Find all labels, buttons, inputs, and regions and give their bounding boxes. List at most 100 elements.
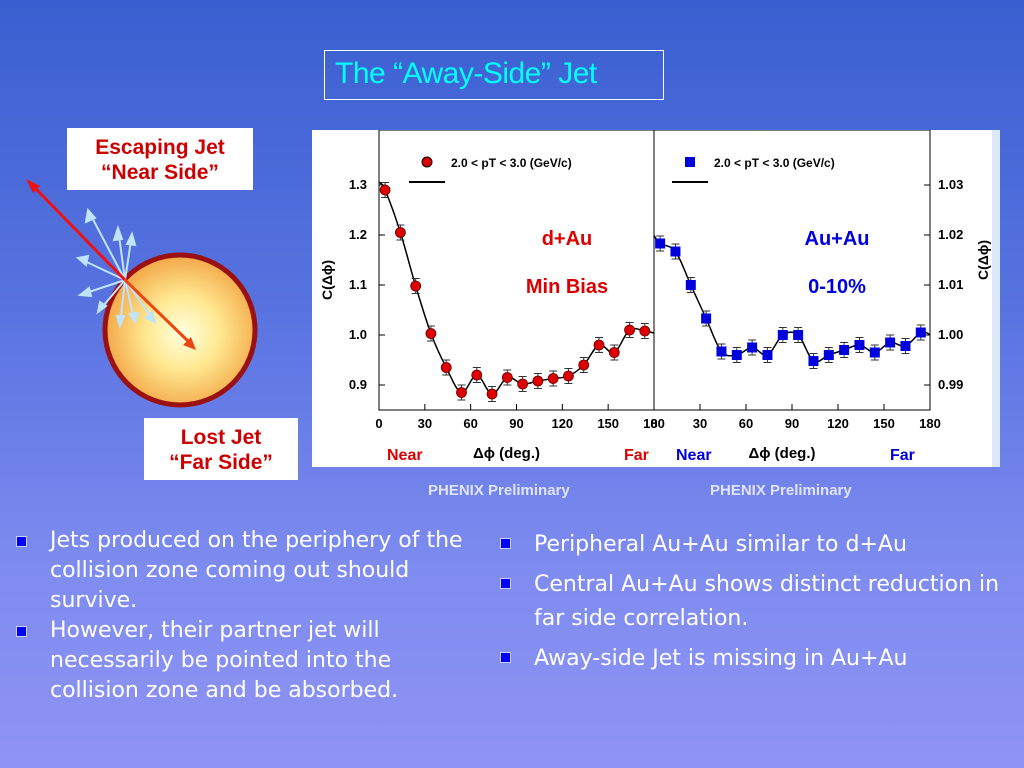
y-tick-label: 1.3: [349, 177, 367, 192]
data-point: [593, 339, 605, 351]
chart-credit-right: PHENIX Preliminary: [710, 482, 852, 499]
legend-marker: [685, 157, 695, 167]
far-label: Far: [890, 447, 915, 464]
bullet-list-right: Peripheral Au+Au similar to d+Au Central …: [500, 528, 1000, 682]
data-point: [854, 340, 865, 350]
bullet-list-left: Jets produced on the periphery of the co…: [16, 526, 486, 706]
bullet-square-icon: [16, 626, 27, 637]
overlay-label-system: d+Au: [542, 228, 593, 250]
data-point: [471, 369, 483, 381]
data-point: [823, 350, 834, 360]
collision-zone: [102, 252, 258, 408]
bullet-square-icon: [500, 652, 511, 663]
y-axis-label: C(Δϕ): [319, 260, 335, 300]
data-point: [394, 227, 406, 238]
data-point: [456, 387, 467, 398]
y-tick-label: 1.01: [938, 277, 963, 292]
data-point: [639, 325, 651, 337]
data-point: [731, 350, 742, 360]
data-point: [608, 347, 620, 358]
bullet-square-icon: [500, 538, 511, 549]
data-point: [915, 327, 926, 338]
far-side-label-line2: “Far Side”: [169, 451, 273, 474]
x-tick-label: 150: [597, 416, 619, 431]
data-point: [486, 388, 498, 400]
x-tick-label: 30: [693, 416, 707, 431]
far-label: Far: [624, 447, 649, 464]
data-point: [410, 280, 422, 292]
data-point: [716, 346, 727, 357]
x-tick-label: 180: [643, 416, 665, 431]
far-side-jet-arrow: [123, 278, 196, 350]
x-tick-label: 150: [873, 416, 895, 431]
y-tick-label: 0.99: [938, 377, 963, 392]
data-point: [701, 313, 712, 324]
y-tick-label: 1.02: [938, 227, 963, 242]
bullet-text: Jets produced on the periphery of the co…: [50, 528, 463, 613]
y-tick-label: 0.9: [349, 377, 367, 392]
data-point: [379, 184, 391, 196]
x-tick-label: 0: [375, 416, 382, 431]
bullet-item: Central Au+Au shows distinct reduction i…: [500, 568, 1000, 636]
bullet-text: However, their partner jet will necessar…: [50, 618, 399, 703]
overlay-label-system: Au+Au: [805, 228, 870, 250]
particle-spray-arrows: [75, 207, 157, 330]
data-point: [440, 362, 452, 373]
far-side-label-line1: Lost Jet: [180, 426, 262, 449]
bullet-item: Jets produced on the periphery of the co…: [16, 526, 486, 616]
data-point: [885, 337, 896, 348]
near-side-label-line2: “Near Side”: [101, 161, 219, 184]
bullet-text: Away-side Jet is missing in Au+Au: [534, 646, 908, 671]
bullet-text: Central Au+Au shows distinct reduction i…: [534, 572, 1000, 631]
data-point: [808, 356, 819, 366]
jet-diagram: [26, 179, 258, 408]
bullet-text: Peripheral Au+Au similar to d+Au: [534, 532, 907, 557]
x-tick-label: 90: [785, 416, 799, 431]
x-tick-label: 60: [739, 416, 753, 431]
x-tick-label: 90: [509, 416, 523, 431]
bullet-item: Peripheral Au+Au similar to d+Au: [500, 528, 1000, 562]
data-point: [547, 373, 559, 384]
chart-credit-left: PHENIX Preliminary: [428, 482, 570, 499]
data-point: [685, 280, 696, 290]
y-tick-label: 1.00: [938, 327, 963, 342]
bullet-square-icon: [16, 536, 27, 547]
y-tick-label: 1.1: [349, 277, 367, 292]
data-point: [655, 238, 666, 249]
x-tick-label: 180: [919, 416, 941, 431]
y-tick-label: 1.03: [938, 177, 963, 192]
x-tick-label: 120: [827, 416, 849, 431]
data-point: [762, 350, 773, 360]
data-point: [747, 342, 758, 353]
data-point: [624, 324, 635, 336]
near-side-label: Escaping Jet “Near Side”: [67, 128, 253, 190]
plot-panel: 0 30 60 90 120 150 180 0.9 1.0 1.1 1.2 1.3 C(Δϕ) Δϕ (…: [312, 130, 1000, 467]
data-point: [517, 378, 529, 390]
near-side-label-line1: Escaping Jet: [95, 136, 225, 159]
bullet-item: Away-side Jet is missing in Au+Au: [500, 642, 1000, 676]
bullet-item: However, their partner jet will necessar…: [16, 616, 486, 706]
x-tick-label: 60: [463, 416, 477, 431]
y-tick-label: 1.0: [349, 327, 367, 342]
data-point: [839, 345, 850, 355]
x-tick-label: 120: [551, 416, 573, 431]
data-point: [578, 359, 590, 371]
legend-label: 2.0 < pT < 3.0 (GeV/c): [451, 156, 572, 170]
data-point: [900, 341, 911, 351]
x-tick-label: 0: [650, 416, 657, 431]
data-point: [869, 347, 880, 358]
y-tick-label: 1.2: [349, 227, 367, 242]
legend-marker: [421, 156, 433, 168]
panel-edge: [992, 130, 1000, 467]
near-label: Near: [387, 447, 423, 464]
near-side-jet-arrow: [26, 179, 127, 282]
data-point: [425, 328, 437, 339]
x-tick-label: 30: [418, 416, 432, 431]
data-point: [532, 375, 544, 387]
title-box: The “Away-Side” Jet: [324, 50, 664, 100]
legend-label: 2.0 < pT < 3.0 (GeV/c): [714, 156, 835, 170]
near-label: Near: [676, 447, 712, 464]
data-point: [501, 372, 513, 383]
x-axis-label: Δϕ (deg.): [748, 445, 815, 462]
overlay-label-centrality: Min Bias: [526, 276, 608, 298]
